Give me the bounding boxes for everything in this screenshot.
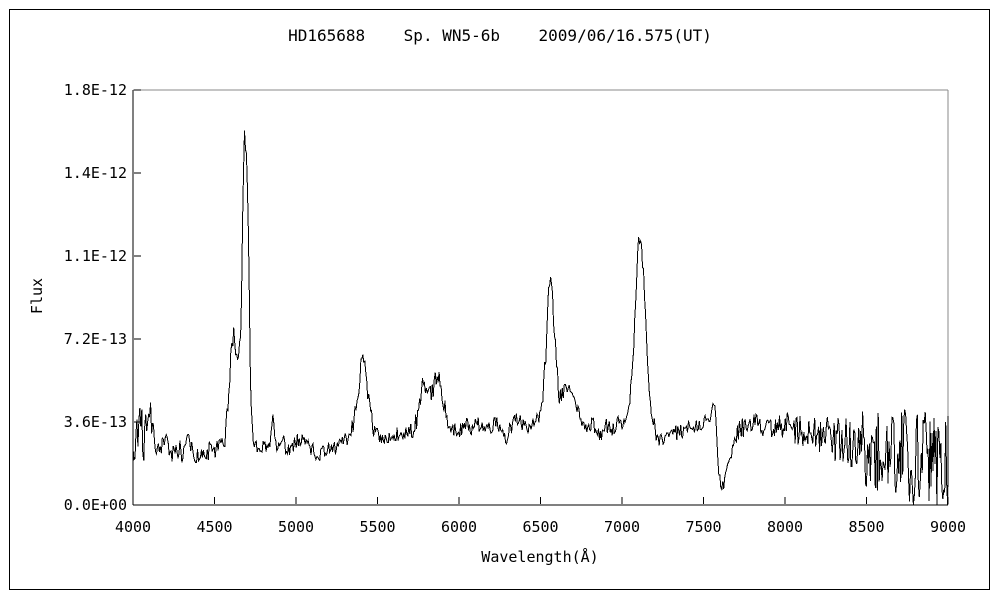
x-tick-label: 4000 [114,518,152,536]
x-tick-label: 6500 [522,518,559,536]
x-tick-label: 4500 [196,518,233,536]
y-tick-label: 7.2E-13 [63,330,127,348]
y-tick-label: 1.1E-12 [63,247,127,265]
x-tick-label: 8500 [848,518,885,536]
y-axis-label: Flux [28,277,46,315]
x-tick-label: 8000 [766,518,804,536]
y-tick-label: 0.0E+00 [63,496,127,514]
spectrum-line [132,130,949,506]
x-tick-label: 9000 [929,518,967,536]
x-tick-label: 5000 [277,518,315,536]
y-tick-label: 1.8E-12 [63,81,127,99]
chart-title: HD165688 Sp. WN5-6b 2009/06/16.575(UT) [288,26,712,45]
y-tick-label: 1.4E-12 [63,164,127,182]
x-tick-label: 7500 [685,518,722,536]
y-tick-label: 3.6E-13 [63,413,127,431]
x-tick-label: 7000 [603,518,641,536]
x-tick-label: 6000 [440,518,478,536]
x-axis-label: Wavelength(Å) [481,548,599,566]
x-tick-label: 5500 [359,518,396,536]
